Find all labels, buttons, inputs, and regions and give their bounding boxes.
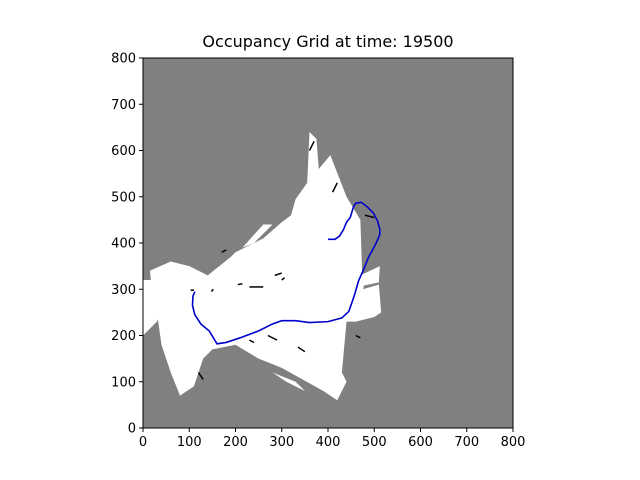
x-tick-label: 200	[223, 435, 248, 450]
occupied-cell	[281, 277, 286, 281]
x-tick-label: 300	[269, 435, 294, 450]
trajectory-line	[191, 201, 381, 345]
free-space-region	[242, 224, 273, 248]
y-tick-label: 800	[111, 52, 136, 67]
chart-title: Occupancy Grid at time: 19500	[202, 32, 454, 51]
free-space-region	[346, 266, 380, 290]
y-tick-label: 500	[111, 190, 136, 205]
y-tick-label: 300	[111, 283, 136, 298]
x-tick-label: 0	[139, 435, 147, 450]
x-tick-label: 100	[177, 435, 202, 450]
x-tick-label: 500	[362, 435, 387, 450]
x-tick-label: 800	[501, 435, 526, 450]
free-space-region	[149, 132, 382, 401]
occupied-cell	[308, 140, 315, 151]
x-tick-label: 700	[454, 435, 479, 450]
occupied-cell	[249, 339, 255, 344]
x-tick-label: 400	[316, 435, 341, 450]
occupied-cell	[274, 272, 282, 277]
y-tick-label: 700	[111, 98, 136, 113]
occupied-cell	[237, 282, 243, 286]
occupied-cell	[267, 334, 278, 341]
y-tick-label: 0	[128, 422, 136, 437]
occupied-cell	[297, 346, 306, 353]
occupied-cell	[221, 249, 227, 253]
y-tick-label: 600	[111, 144, 136, 159]
occupied-cell	[210, 288, 214, 293]
occupied-cell	[331, 182, 338, 193]
occupied-cell	[197, 372, 204, 380]
x-tick-label: 600	[408, 435, 433, 450]
y-tick-label: 400	[111, 237, 136, 252]
free-space-region	[143, 280, 167, 336]
y-tick-label: 200	[111, 329, 136, 344]
occupied-cell	[364, 214, 375, 219]
y-tick-label: 100	[111, 375, 136, 390]
occupied-cell	[355, 334, 361, 339]
free-space-region	[272, 372, 305, 391]
